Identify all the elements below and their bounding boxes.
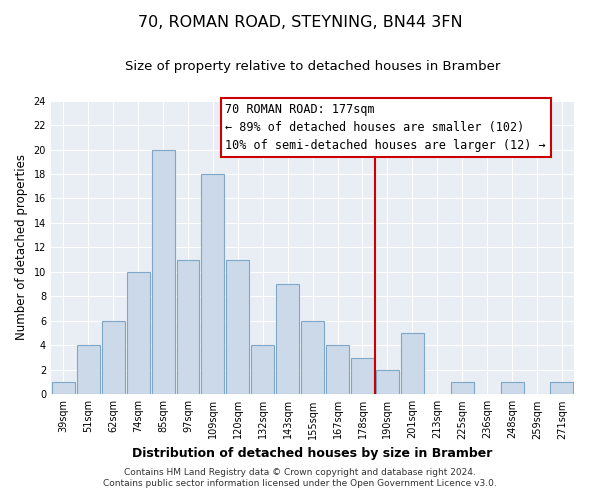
Bar	[202, 174, 224, 394]
Text: 70 ROMAN ROAD: 177sqm
← 89% of detached houses are smaller (102)
10% of semi-det: 70 ROMAN ROAD: 177sqm ← 89% of detached …	[226, 103, 546, 152]
Bar	[376, 370, 399, 394]
Title: Size of property relative to detached houses in Bramber: Size of property relative to detached ho…	[125, 60, 500, 73]
Bar	[550, 382, 574, 394]
Bar	[401, 333, 424, 394]
Bar	[152, 150, 175, 394]
Bar	[301, 321, 324, 394]
Bar	[226, 260, 250, 394]
Text: 70, ROMAN ROAD, STEYNING, BN44 3FN: 70, ROMAN ROAD, STEYNING, BN44 3FN	[137, 15, 463, 30]
X-axis label: Distribution of detached houses by size in Bramber: Distribution of detached houses by size …	[133, 447, 493, 460]
Bar	[251, 346, 274, 395]
Bar	[500, 382, 524, 394]
Bar	[127, 272, 149, 394]
Bar	[276, 284, 299, 395]
Bar	[77, 346, 100, 395]
Text: Contains HM Land Registry data © Crown copyright and database right 2024.
Contai: Contains HM Land Registry data © Crown c…	[103, 468, 497, 487]
Bar	[326, 346, 349, 395]
Bar	[176, 260, 199, 394]
Bar	[52, 382, 75, 394]
Bar	[102, 321, 125, 394]
Bar	[351, 358, 374, 395]
Bar	[451, 382, 473, 394]
Y-axis label: Number of detached properties: Number of detached properties	[15, 154, 28, 340]
